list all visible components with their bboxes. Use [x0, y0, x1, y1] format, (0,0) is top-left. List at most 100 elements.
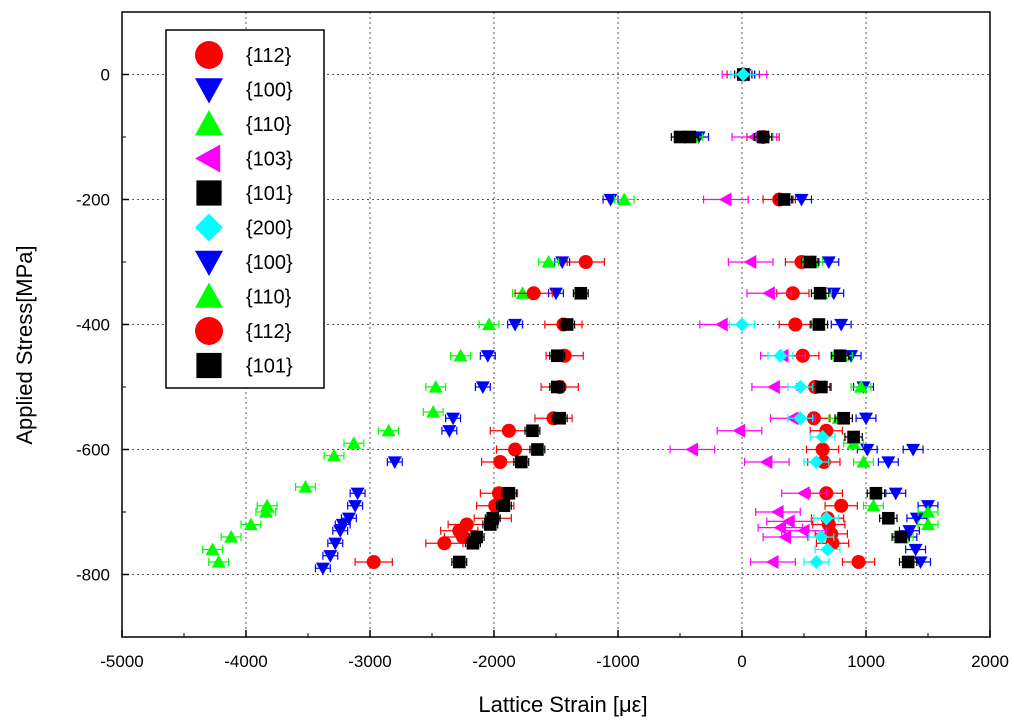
data-point: [854, 380, 869, 393]
data-point: [346, 436, 361, 449]
data-point: [894, 530, 908, 544]
data-point: [782, 514, 795, 529]
data-point: [833, 349, 847, 363]
data-point: [456, 530, 470, 544]
data-point: [869, 486, 883, 500]
data-point: [866, 498, 881, 512]
series-7: [202, 192, 635, 568]
legend-marker: [195, 250, 223, 276]
data-point: [762, 286, 775, 301]
legend-marker: [195, 213, 223, 242]
data-point: [617, 192, 632, 206]
data-point: [837, 411, 850, 425]
data-point: [480, 350, 495, 363]
legend-item: {110}: [195, 282, 292, 309]
data-point: [243, 517, 258, 531]
data-point: [348, 500, 363, 513]
data-point: [803, 255, 817, 269]
data-points: [202, 67, 939, 576]
data-point: [574, 286, 588, 300]
data-point: [815, 430, 830, 444]
data-point: [446, 412, 461, 426]
x-tick-label: -2000: [472, 652, 515, 671]
data-point: [718, 192, 732, 207]
legend-label: {110}: [246, 287, 292, 309]
data-point: [785, 286, 800, 301]
x-tick-label: -1000: [596, 652, 639, 671]
axes: -5000 -4000 -3000 -2000 -1000 0 1000 2000 0 -200 -…: [76, 11, 1009, 671]
data-point: [766, 555, 779, 569]
data-point: [777, 193, 791, 206]
series-2: [681, 130, 939, 543]
data-point: [793, 411, 808, 426]
data-point: [260, 498, 275, 512]
data-point: [428, 380, 443, 393]
y-tick-label: -200: [76, 191, 110, 210]
legend-marker: [196, 352, 222, 379]
data-point: [526, 286, 541, 301]
data-point: [508, 318, 523, 332]
data-point: [550, 380, 564, 394]
legend-marker: [195, 317, 223, 345]
data-point: [913, 556, 928, 569]
data-point: [773, 348, 788, 363]
data-point: [809, 555, 824, 569]
data-point: [205, 542, 220, 556]
data-point: [603, 193, 618, 207]
data-point: [502, 486, 516, 500]
y-tick-label: -800: [76, 566, 110, 585]
data-point: [549, 287, 563, 301]
data-point: [211, 555, 226, 568]
data-point: [475, 381, 490, 394]
data-point: [921, 505, 935, 518]
legend-item: {112}: [195, 41, 292, 69]
data-point: [381, 423, 396, 437]
data-point: [821, 256, 836, 269]
legend-item: {200}: [195, 213, 293, 242]
data-point: [847, 430, 860, 444]
grid-lines: [122, 12, 990, 637]
data-point: [298, 480, 313, 493]
data-point: [908, 543, 923, 557]
data-point: [550, 349, 564, 363]
data-point: [673, 130, 687, 144]
legend-item: {100}: [195, 250, 293, 276]
data-point: [526, 424, 539, 438]
data-point: [814, 530, 829, 544]
data-point: [844, 350, 859, 363]
data-point: [553, 411, 567, 425]
data-point: [258, 505, 273, 518]
data-point: [578, 255, 593, 269]
data-point: [327, 448, 342, 462]
data-point: [493, 455, 508, 469]
data-point: [909, 512, 924, 526]
data-point: [437, 536, 452, 551]
data-point: [452, 555, 466, 569]
data-point: [685, 442, 698, 457]
data-point: [888, 487, 903, 501]
legend-marker: [195, 41, 223, 69]
y-tick-label: -400: [76, 316, 110, 335]
legend-item: {103}: [195, 144, 293, 173]
legend-marker: [195, 78, 223, 104]
data-point: [788, 317, 803, 332]
legend-label: {101}: [246, 183, 293, 205]
data-point: [683, 130, 697, 144]
series-5: [728, 67, 841, 569]
data-point: [882, 511, 895, 525]
legend-label: {103}: [246, 149, 293, 171]
legend-marker: [195, 282, 223, 308]
data-point: [826, 287, 841, 301]
x-tick-label: -5000: [100, 652, 143, 671]
series-4: [670, 68, 918, 569]
data-point: [743, 255, 757, 269]
legend-item: {101}: [196, 352, 293, 379]
data-point: [834, 318, 849, 332]
legend-marker: [195, 110, 223, 136]
y-tick-label: 0: [101, 66, 110, 85]
data-point: [813, 286, 827, 300]
data-point: [770, 505, 784, 519]
data-point: [715, 317, 728, 332]
data-point: [756, 130, 770, 144]
data-point: [514, 455, 528, 469]
